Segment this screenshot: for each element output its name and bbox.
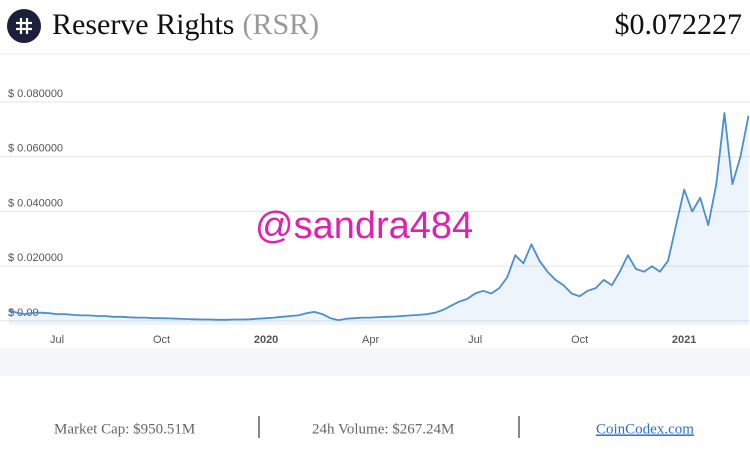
navigator — [0, 348, 750, 376]
coin-symbol: (RSR) — [242, 8, 319, 41]
plot: $ 0.00 $ 0.020000 $ 0.040000 $ 0.060000 $ 0.… — [0, 88, 750, 346]
watermark: @sandra484 — [255, 205, 473, 247]
coin-name: Reserve Rights (RSR) — [52, 8, 319, 41]
x-tick-label: Jul — [50, 334, 64, 346]
x-tick-label: Oct — [153, 334, 170, 346]
volume: 24h Volume: $267.24M — [312, 421, 454, 437]
coin-icon — [7, 9, 41, 43]
coin-icon-glyph — [16, 18, 32, 34]
y-tick-label: $ 0.040000 — [8, 197, 63, 209]
x-tick-label: Jul — [468, 334, 482, 346]
coin-name-text: Reserve Rights — [52, 8, 234, 41]
y-tick-label: $ 0.060000 — [8, 143, 63, 155]
x-tick-label: Apr — [362, 334, 379, 346]
market-cap: Market Cap: $950.51M — [54, 421, 195, 437]
y-tick-label: $ 0.00 — [8, 307, 39, 319]
price-line — [8, 112, 750, 321]
x-tick-label: Oct — [571, 334, 588, 346]
y-tick-label: $ 0.080000 — [8, 88, 63, 100]
y-tick-label: $ 0.020000 — [8, 252, 63, 264]
source-link[interactable]: CoinCodex.com — [596, 421, 694, 437]
price: $0.072227 — [615, 8, 743, 41]
x-tick-label: 2020 — [254, 334, 278, 346]
price-area — [8, 113, 749, 325]
x-tick-label: 2021 — [672, 334, 696, 346]
